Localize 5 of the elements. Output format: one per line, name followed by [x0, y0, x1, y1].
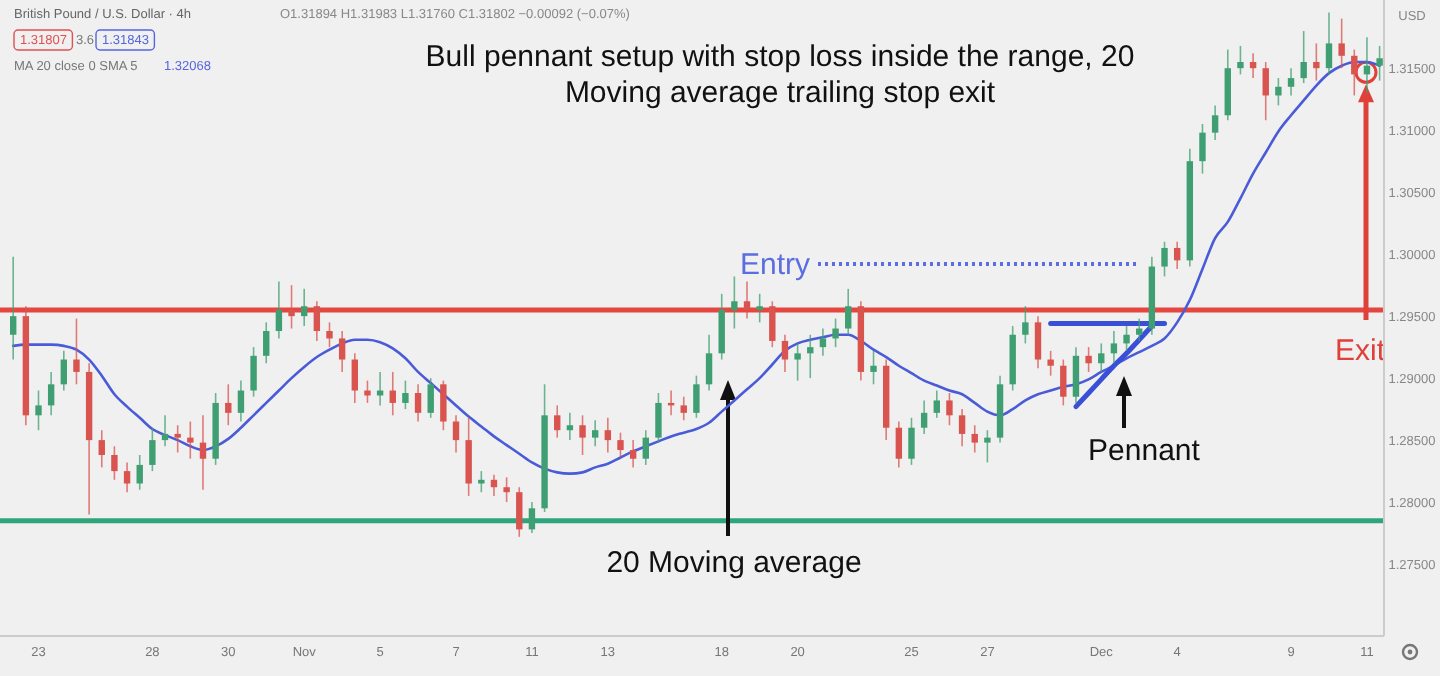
annotation: Pennant: [1088, 434, 1202, 468]
annotation: Exit: [1334, 334, 1387, 368]
annotation: Entry: [739, 248, 811, 282]
text: Bull pennant setup with stop loss inside the range, 20 Moving average trailing stop exit: [425, 40, 1135, 110]
annotation: 20 Moving average: [606, 546, 862, 580]
